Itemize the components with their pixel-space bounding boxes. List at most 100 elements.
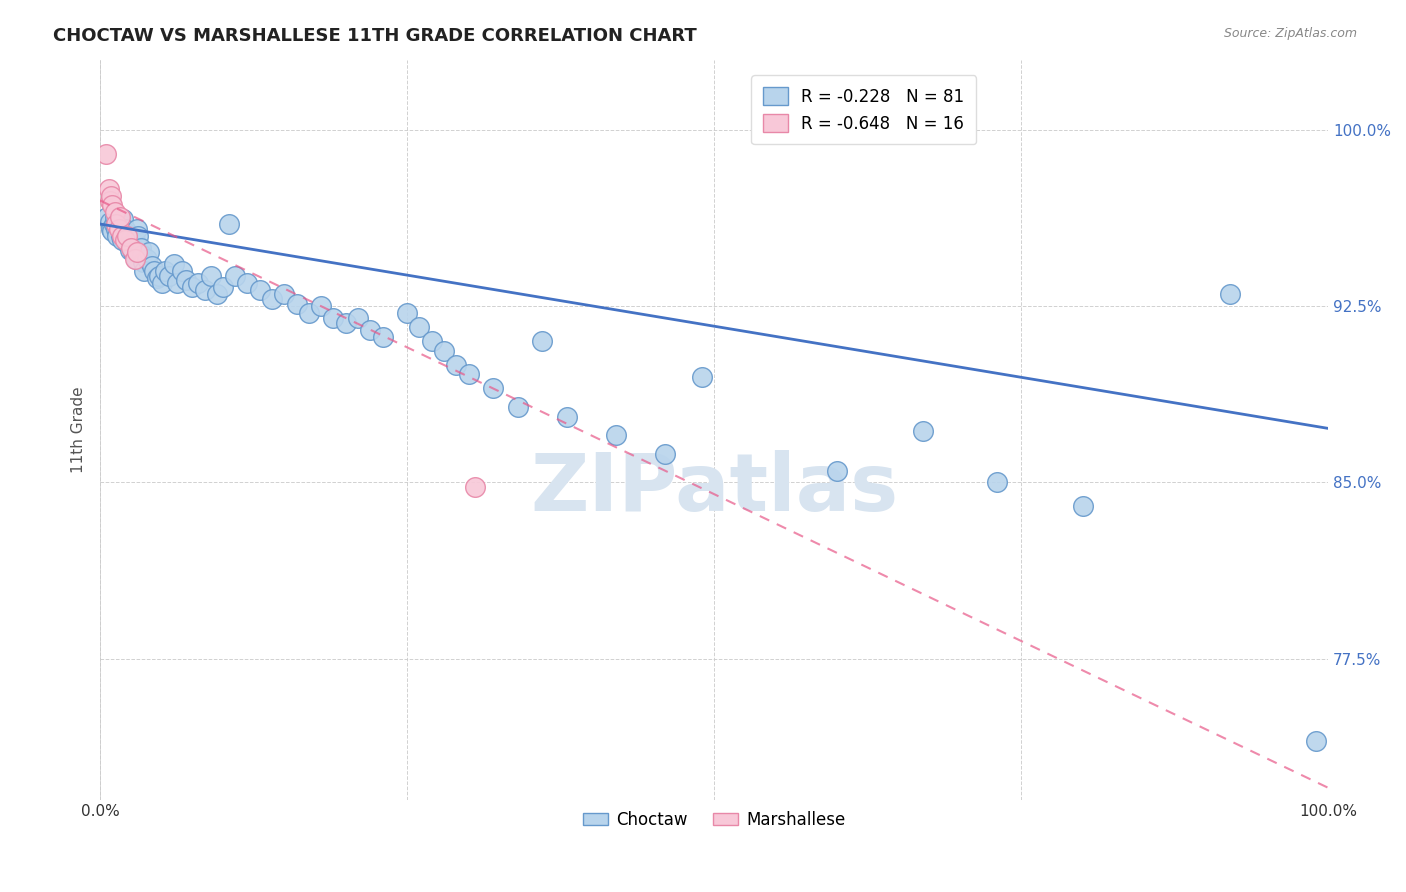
Point: [335, 316, 357, 330]
Point: [143, 264, 166, 278]
Point: [174, 273, 197, 287]
Point: [108, 217, 131, 231]
Point: [131, 247, 153, 261]
Point: [224, 268, 246, 283]
Point: [298, 306, 321, 320]
Point: [446, 358, 468, 372]
Point: [117, 228, 139, 243]
Point: [825, 464, 848, 478]
Point: [260, 292, 283, 306]
Text: ZIPatlas: ZIPatlas: [530, 450, 898, 528]
Point: [200, 268, 222, 283]
Point: [112, 212, 135, 227]
Point: [105, 217, 128, 231]
Point: [347, 310, 370, 325]
Point: [100, 221, 122, 235]
Point: [134, 264, 156, 278]
Point: [104, 210, 127, 224]
Point: [193, 283, 215, 297]
Point: [111, 228, 134, 243]
Point: [135, 252, 157, 267]
Point: [531, 334, 554, 349]
Point: [104, 205, 127, 219]
Point: [107, 212, 129, 227]
Point: [122, 245, 145, 260]
Point: [105, 221, 128, 235]
Point: [124, 234, 146, 248]
Point: [114, 221, 136, 235]
Point: [371, 330, 394, 344]
Point: [101, 198, 124, 212]
Point: [482, 381, 505, 395]
Point: [101, 224, 124, 238]
Point: [309, 299, 332, 313]
Point: [132, 254, 155, 268]
Point: [110, 228, 132, 243]
Point: [145, 271, 167, 285]
Point: [911, 424, 934, 438]
Point: [396, 306, 419, 320]
Point: [690, 369, 713, 384]
Point: [125, 245, 148, 260]
Point: [141, 260, 163, 274]
Point: [115, 235, 138, 250]
Point: [172, 264, 194, 278]
Point: [1219, 287, 1241, 301]
Point: [121, 240, 143, 254]
Point: [127, 228, 149, 243]
Point: [98, 215, 121, 229]
Point: [555, 409, 578, 424]
Point: [1071, 499, 1094, 513]
Point: [1305, 733, 1327, 747]
Point: [97, 182, 120, 196]
Point: [157, 268, 180, 283]
Point: [118, 243, 141, 257]
Legend: Choctaw, Marshallese: Choctaw, Marshallese: [576, 805, 852, 836]
Point: [115, 227, 138, 241]
Point: [138, 245, 160, 260]
Point: [285, 297, 308, 311]
Point: [125, 252, 148, 267]
Point: [181, 280, 204, 294]
Point: [187, 276, 209, 290]
Point: [124, 252, 146, 267]
Point: [111, 234, 134, 248]
Point: [457, 368, 479, 382]
Point: [155, 264, 177, 278]
Point: [166, 276, 188, 290]
Point: [120, 240, 142, 254]
Point: [212, 280, 235, 294]
Point: [236, 276, 259, 290]
Point: [205, 287, 228, 301]
Point: [125, 221, 148, 235]
Point: [322, 310, 344, 325]
Text: CHOCTAW VS MARSHALLESE 11TH GRADE CORRELATION CHART: CHOCTAW VS MARSHALLESE 11TH GRADE CORREL…: [53, 27, 697, 45]
Point: [98, 194, 121, 208]
Point: [96, 210, 118, 224]
Point: [433, 343, 456, 358]
Point: [150, 276, 173, 290]
Point: [420, 334, 443, 349]
Point: [218, 217, 240, 231]
Point: [96, 146, 118, 161]
Point: [114, 234, 136, 248]
Point: [120, 231, 142, 245]
Point: [464, 480, 486, 494]
Point: [986, 475, 1008, 490]
Point: [107, 221, 129, 235]
Text: Source: ZipAtlas.com: Source: ZipAtlas.com: [1223, 27, 1357, 40]
Point: [359, 323, 381, 337]
Point: [273, 287, 295, 301]
Point: [129, 240, 152, 254]
Point: [108, 210, 131, 224]
Point: [148, 268, 170, 283]
Point: [115, 228, 138, 243]
Point: [100, 189, 122, 203]
Y-axis label: 11th Grade: 11th Grade: [72, 386, 86, 473]
Point: [654, 447, 676, 461]
Point: [103, 217, 125, 231]
Point: [249, 283, 271, 297]
Point: [408, 320, 430, 334]
Point: [163, 257, 186, 271]
Point: [605, 428, 627, 442]
